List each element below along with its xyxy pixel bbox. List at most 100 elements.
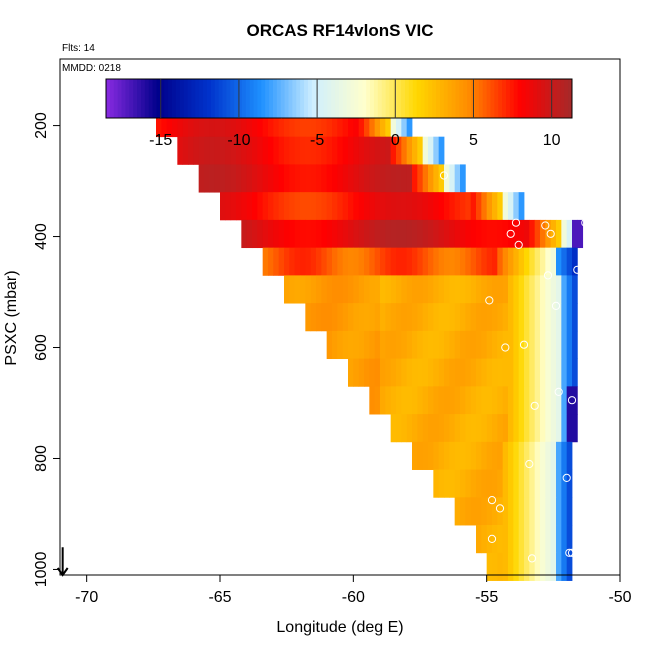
- colorbar-segment: [451, 79, 456, 118]
- heatmap-cell: [326, 275, 333, 304]
- heatmap-cell: [353, 247, 360, 276]
- heatmap-cell: [390, 247, 397, 276]
- heatmap-cell: [401, 303, 408, 332]
- colorbar-segment: [424, 79, 429, 118]
- colorbar-segment: [160, 79, 165, 118]
- heatmap-cell: [294, 108, 301, 138]
- heatmap-cell: [481, 303, 488, 332]
- heatmap-cell: [332, 136, 338, 165]
- heatmap-cell: [566, 441, 573, 470]
- colorbar-segment: [265, 79, 270, 118]
- colorbar-segment: [447, 79, 453, 118]
- heatmap-cell: [438, 358, 445, 387]
- y-tick-label: 1000: [33, 552, 50, 588]
- observation-point: [501, 343, 510, 352]
- heatmap-cell: [342, 136, 349, 165]
- heatmap-cell: [390, 219, 397, 249]
- heatmap-cell: [209, 164, 216, 193]
- colorbar-segment: [439, 79, 445, 118]
- heatmap-cell: [444, 441, 450, 470]
- heatmap-cell: [492, 330, 498, 360]
- heatmap-cell: [465, 192, 472, 221]
- heatmap-cell: [470, 414, 477, 443]
- colorbar-segment: [187, 79, 192, 118]
- colorbar-segment: [311, 79, 317, 118]
- heatmap-cell: [358, 275, 365, 304]
- heatmap-cell: [278, 247, 285, 276]
- heatmap-cell: [556, 386, 562, 415]
- heatmap-cell: [156, 108, 162, 138]
- heatmap-cell: [316, 219, 322, 249]
- x-tick-label: -60: [342, 589, 365, 606]
- colorbar-segment: [509, 79, 515, 118]
- colorbar-segment: [300, 79, 305, 118]
- heatmap-cell: [342, 192, 349, 221]
- heatmap-cell: [444, 164, 450, 193]
- colorbar-segment: [296, 79, 301, 118]
- heatmap-cell: [454, 441, 461, 470]
- colorbar-segment: [245, 79, 251, 118]
- colorbar-segment: [288, 79, 293, 118]
- heatmap-cell: [438, 414, 445, 443]
- heatmap-cell: [497, 303, 504, 332]
- heatmap-cell: [225, 136, 232, 165]
- heatmap-cell: [444, 358, 450, 387]
- heatmap-cell: [406, 414, 413, 443]
- heatmap-cell: [513, 192, 520, 221]
- heatmap-cell: [476, 275, 482, 304]
- heatmap-cell: [486, 386, 493, 415]
- colorbar-segment: [552, 79, 557, 118]
- heatmap-cell: [486, 275, 493, 304]
- colorbar-segment: [486, 79, 491, 118]
- colorbar-segment: [362, 79, 367, 118]
- heatmap-cell: [444, 219, 450, 249]
- heatmap-cell: [545, 330, 552, 360]
- heatmap-cell: [449, 192, 456, 221]
- heatmap-cell: [550, 358, 557, 387]
- heatmap-cell: [508, 386, 514, 415]
- colorbar-segment: [385, 79, 390, 118]
- colorbar-segment: [381, 79, 387, 118]
- heatmap-cell: [572, 303, 578, 332]
- observation-point: [573, 265, 582, 274]
- colorbar-segment: [548, 79, 554, 118]
- heatmap-cell: [294, 275, 301, 304]
- heatmap-cell: [438, 136, 445, 165]
- heatmap-cell: [572, 219, 578, 249]
- colorbar-segment: [210, 79, 216, 118]
- heatmap-cell: [289, 164, 296, 193]
- colorbar-segment: [370, 79, 375, 118]
- heatmap-cell: [476, 469, 482, 498]
- heatmap-cell: [508, 219, 514, 249]
- heatmap-cell: [550, 330, 557, 360]
- heatmap-cell: [369, 192, 376, 221]
- heatmap-cell: [486, 469, 493, 498]
- heatmap-cell: [289, 219, 296, 249]
- colorbar-segment: [133, 79, 138, 118]
- heatmap-cell: [369, 303, 376, 332]
- heatmap-cell: [273, 164, 280, 193]
- heatmap-cell: [230, 136, 237, 165]
- heatmap-cell: [518, 414, 525, 443]
- heatmap-cell: [417, 275, 424, 304]
- observation-point: [541, 221, 550, 230]
- heatmap-cell: [428, 386, 434, 415]
- heatmap-cell: [540, 386, 546, 415]
- heatmap-cell: [310, 275, 317, 304]
- heatmap-cell: [470, 303, 477, 332]
- colorbar-segment: [502, 79, 507, 118]
- heatmap-cell: [556, 247, 562, 276]
- heatmap-cell: [374, 358, 381, 387]
- heatmap-cell: [476, 219, 482, 249]
- heatmap-cell: [412, 136, 418, 165]
- heatmap-cell: [540, 275, 546, 304]
- heatmap-cell: [380, 386, 386, 415]
- heatmap-cell: [433, 358, 440, 387]
- heatmap-cell: [561, 441, 568, 470]
- heatmap-cell: [326, 164, 333, 193]
- colorbar-tick-label: -10: [227, 132, 250, 149]
- heatmap-cell: [326, 330, 333, 360]
- heatmap-cell: [385, 358, 392, 387]
- heatmap-cell: [358, 247, 365, 276]
- heatmap-cell: [310, 303, 317, 332]
